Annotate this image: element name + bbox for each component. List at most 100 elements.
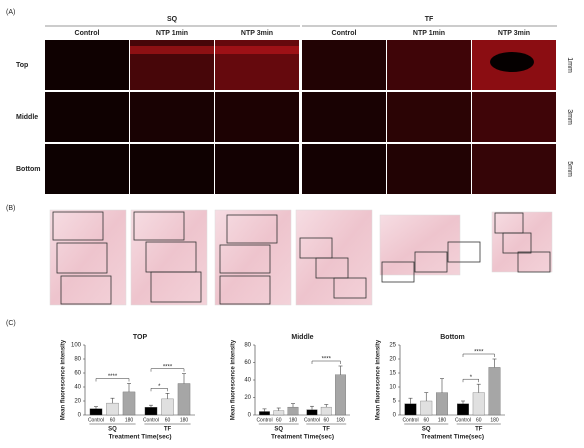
category-label: 60 xyxy=(110,417,116,423)
significance-label: **** xyxy=(108,374,118,380)
fluorescence-image xyxy=(130,40,214,90)
significance-bracket xyxy=(462,378,479,383)
group-label: TF xyxy=(475,427,483,433)
y-tick-label: 15 xyxy=(389,371,396,377)
fluorescence-image xyxy=(215,144,299,194)
fluorescence-image xyxy=(387,40,471,90)
roi-box xyxy=(381,261,415,283)
fluorescence-signal xyxy=(302,144,386,194)
histology-image xyxy=(130,209,208,306)
fluorescence-signal xyxy=(130,40,214,90)
column-label: NTP 3min xyxy=(241,30,273,37)
y-tick-label: 20 xyxy=(389,357,396,363)
chart-title: TOP xyxy=(133,334,148,341)
y-tick-label: 40 xyxy=(244,378,251,384)
fluorescence-signal xyxy=(215,144,299,194)
category-label: Control xyxy=(143,417,159,423)
histology-images xyxy=(49,209,553,306)
row-label: Bottom xyxy=(16,166,41,173)
group-label: SQ xyxy=(108,427,117,433)
histology-image xyxy=(214,209,292,306)
panel-label: (C) xyxy=(6,320,16,327)
fluorescence-signal xyxy=(302,40,386,90)
fluorescence-signal xyxy=(302,92,386,142)
significance-label: **** xyxy=(322,357,332,363)
group-label: TF xyxy=(323,427,331,433)
roi-box xyxy=(414,251,448,273)
y-tick-label: 80 xyxy=(244,343,251,349)
bar xyxy=(335,374,346,416)
y-tick-label: 60 xyxy=(244,360,251,366)
row-label: Middle xyxy=(16,114,38,121)
fluorescence-signal xyxy=(45,144,129,194)
roi-box xyxy=(219,275,271,305)
bar xyxy=(420,400,433,416)
roi-box xyxy=(133,211,185,241)
fluorescence-image xyxy=(45,144,129,194)
category-label: 60 xyxy=(423,417,429,423)
bar xyxy=(106,402,119,416)
significance-label: * xyxy=(470,375,473,381)
y-tick-label: 0 xyxy=(248,413,252,419)
fluorescence-image xyxy=(472,92,556,142)
x-axis-label: Treatment Time(sec) xyxy=(421,434,484,441)
group-label: SQ xyxy=(422,427,431,433)
fluorescence-image xyxy=(45,92,129,142)
fluorescence-image xyxy=(302,144,386,194)
fluorescence-band xyxy=(130,46,214,54)
bar xyxy=(287,406,299,416)
y-tick-label: 10 xyxy=(389,385,396,391)
category-label: 180 xyxy=(336,417,345,423)
bar xyxy=(161,398,174,416)
significance-label: **** xyxy=(163,364,173,370)
roi-box xyxy=(219,244,271,274)
bar xyxy=(144,407,158,416)
group-label: SQ xyxy=(167,16,178,23)
bar xyxy=(436,392,448,416)
category-label: 60 xyxy=(476,417,482,423)
roi-box xyxy=(502,232,532,254)
significance-bracket xyxy=(150,368,185,372)
bar xyxy=(320,406,332,416)
column-label: Control xyxy=(332,30,357,37)
fluorescence-signal xyxy=(215,40,299,90)
column-label: NTP 1min xyxy=(156,30,188,37)
fluorescence-image xyxy=(130,144,214,194)
fluorescence-signal xyxy=(45,40,129,90)
category-label: 60 xyxy=(323,417,329,423)
fluorescence-image xyxy=(215,92,299,142)
y-tick-label: 80 xyxy=(74,357,81,363)
group-label: TF xyxy=(425,16,434,23)
fluorescence-image xyxy=(302,92,386,142)
significance-bracket xyxy=(150,388,168,392)
fluorescence-signal xyxy=(215,92,299,142)
chart-title: Middle xyxy=(291,334,313,341)
significance-label: * xyxy=(158,384,161,390)
tissue-void xyxy=(490,52,534,72)
column-label: Control xyxy=(75,30,100,37)
fluorescence-image xyxy=(387,144,471,194)
fluorescence-image xyxy=(302,40,386,90)
y-axis-label: Mean fluorescence intensity xyxy=(61,339,67,420)
group-label: TF xyxy=(164,427,172,433)
fluorescence-signal xyxy=(387,40,471,90)
significance-bracket xyxy=(462,353,495,357)
category-label: Control xyxy=(256,417,272,423)
roi-box xyxy=(150,271,202,303)
bar xyxy=(89,408,103,416)
histology-image xyxy=(491,211,553,273)
roi-box xyxy=(333,277,367,299)
row-label: Top xyxy=(16,62,28,69)
y-tick-label: 0 xyxy=(393,413,397,419)
category-label: Control xyxy=(304,417,320,423)
y-tick-label: 25 xyxy=(389,343,396,349)
roi-boxes xyxy=(52,211,551,305)
roi-box xyxy=(447,241,481,263)
category-label: Control xyxy=(455,417,471,423)
category-label: Control xyxy=(88,417,104,423)
bar xyxy=(273,410,285,416)
depth-label: 1mm xyxy=(566,57,573,73)
fluorescence-signal xyxy=(130,144,214,194)
category-label: 60 xyxy=(165,417,171,423)
